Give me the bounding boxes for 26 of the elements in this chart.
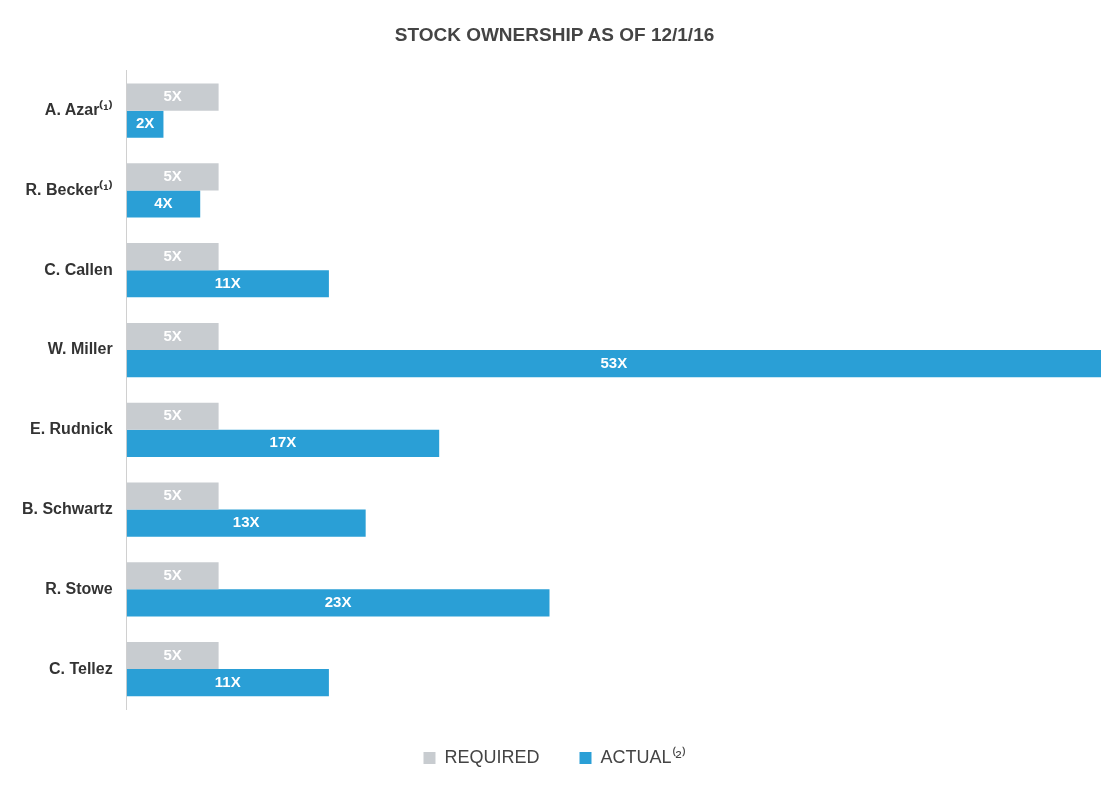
bar [126,509,366,537]
bar [126,190,201,218]
data-label: 11X [214,273,241,291]
y-tick-label: C. Callen [44,260,113,278]
data-label: 2X [135,114,155,132]
data-label: 13X [232,513,260,531]
y-tick-label: C. Tellez [48,659,113,677]
bar [126,429,440,457]
legend-label: REQUIRED [444,746,540,767]
y-tick-label: R. Becker⁽¹⁾ [25,179,113,198]
y-tick-label: B. Schwartz [22,499,113,517]
y-tick-label: A. Azar⁽¹⁾ [44,100,113,119]
y-tick-label: W. Miller [47,340,113,358]
data-label: 23X [324,593,352,611]
bar [126,350,1101,378]
data-label: 11X [214,672,241,690]
y-tick-label: R. Stowe [45,579,113,597]
bar [126,589,550,617]
data-label: 53X [600,353,628,371]
bar [126,669,329,697]
data-label: 17X [269,433,297,451]
y-tick-label: E. Rudnick [30,420,113,438]
chart-title: STOCK OWNERSHIP AS OF 12/1/16 [394,23,715,45]
legend-label: ACTUAL⁽²⁾ [600,745,686,767]
bar [126,270,329,298]
data-label: 4X [154,194,173,212]
